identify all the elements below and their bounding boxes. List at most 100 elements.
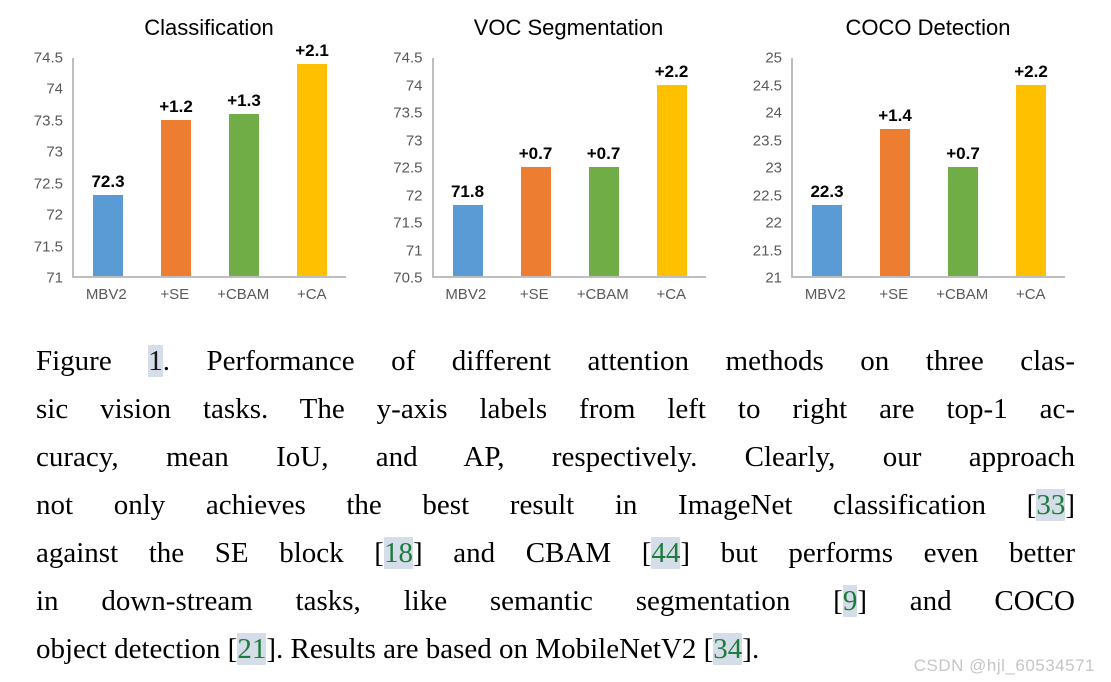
bar-slot: +2.1 (278, 41, 346, 276)
plot-area: 22.3 +1.4 +0.7 +2.2 (791, 58, 1065, 278)
caption-text: sic vision tasks. The y-axis labels from… (36, 393, 1075, 425)
bar (588, 167, 619, 276)
y-tick-label: 24.5 (752, 77, 782, 94)
bar-value-label: +1.2 (159, 97, 193, 117)
citation-link[interactable]: 34 (713, 633, 743, 665)
caption-text: ] and CBAM [ (412, 537, 652, 569)
caption-text: curacy, mean IoU, and AP, respectively. … (36, 441, 1075, 473)
x-tick-label: MBV2 (85, 286, 127, 303)
y-tick-label: 73 (46, 143, 63, 161)
x-tick-label: +CA (656, 286, 687, 303)
chart-plot-wrap: 25 24.5 24 23.5 23 22.5 22 21.5 21 22.3 +1.4 +0.7 +2… (745, 50, 1065, 287)
caption-text: Figure (36, 345, 149, 377)
x-tick-label: MBV2 (804, 286, 846, 303)
x-axis: MBV2 +SE +CBAM +CA (791, 286, 1065, 303)
figure-caption: Figure 1. Performance of different atten… (36, 337, 1075, 673)
bar-value-label: +0.7 (586, 144, 621, 163)
chart-plot-wrap: 74.5 74 73.5 73 72.5 72 71.5 71 70.5 71.8 +0.7 +0.7… (386, 50, 706, 287)
bar-chart: VOC Segmentation 74.5 74 73.5 73 72.5 72 71.5 71… (386, 14, 706, 303)
plot-area: 71.8 +0.7 +0.7 +2.2 (431, 58, 706, 278)
y-tick-label: 73 (405, 132, 423, 149)
y-tick-label: 74 (46, 80, 63, 98)
y-tick-label: 74.5 (33, 49, 63, 67)
citation-link[interactable]: 21 (237, 633, 267, 665)
bar-value-label: +1.3 (227, 91, 261, 111)
bar (452, 205, 483, 276)
caption-text: ] and COCO (857, 585, 1075, 617)
bar-value-label: 71.8 (450, 182, 485, 202)
bar (161, 120, 191, 276)
bar-value-label: +2.2 (654, 62, 689, 82)
bar (948, 167, 978, 276)
bar-value-label: +0.7 (946, 144, 980, 163)
y-tick-label: 23.5 (752, 132, 782, 149)
bar (229, 114, 259, 276)
y-tick-label: 72.5 (33, 175, 63, 193)
bar-slot: +1.4 (861, 58, 929, 276)
caption-text: ]. (742, 633, 760, 665)
bar-slot: +2.2 (638, 58, 706, 276)
bar-slot: +1.2 (142, 58, 210, 276)
y-tick-label: 71 (405, 242, 423, 259)
x-axis: MBV2 +SE +CBAM +CA (72, 286, 346, 303)
bar (1016, 85, 1046, 276)
caption-text: . Performance of different attention met… (162, 345, 1075, 377)
x-tick-label: +CA (296, 286, 327, 303)
y-tick-label: 73.5 (393, 104, 423, 122)
y-tick-label: 22 (765, 214, 782, 232)
y-axis: 74.5 74 73.5 73 72.5 72 71.5 71 70.5 (386, 50, 432, 287)
chart-title: VOC Segmentation (473, 15, 664, 40)
bar (812, 205, 842, 276)
bar-value-label: +0.7 (518, 144, 553, 163)
caption-line: curacy, mean IoU, and AP, respectively. … (36, 433, 1075, 481)
caption-line: object detection [21]. Results are based… (36, 625, 1075, 673)
bar-slot: +2.2 (997, 58, 1065, 276)
citation-link[interactable]: 33 (1036, 489, 1066, 521)
chart-title: COCO Detection (845, 15, 1011, 40)
figure-ref-link[interactable]: 1 (148, 345, 163, 377)
caption-text: ] but performs even better (680, 537, 1075, 569)
x-tick-label: +SE (519, 286, 549, 303)
charts-row: Classification 74.5 74 73.5 73 72.5 72 71.5 71 72… (0, 0, 1111, 303)
caption-text: ]. Results are based on MobileNetV2 [ (266, 633, 714, 665)
caption-line: sic vision tasks. The y-axis labels from… (36, 385, 1075, 433)
bar (656, 85, 687, 276)
bar-value-label: 22.3 (810, 182, 844, 202)
y-tick-label: 24 (765, 104, 782, 122)
bar-value-label: +2.2 (1014, 62, 1048, 82)
chart-title: Classification (144, 15, 274, 40)
bar-value-label: +1.4 (878, 105, 912, 125)
bar-slot: 72.3 (74, 58, 142, 276)
y-tick-label: 71.5 (33, 238, 63, 256)
y-tick-label: 25 (765, 49, 782, 67)
bar (520, 167, 551, 276)
y-tick-label: 72 (46, 206, 63, 224)
x-tick-label: +SE (160, 286, 190, 303)
x-tick-label: +CBAM (576, 286, 629, 303)
bar (93, 195, 123, 276)
bar-slot: +0.7 (570, 58, 638, 276)
y-axis: 25 24.5 24 23.5 23 22.5 22 21.5 21 (745, 50, 791, 287)
bar-chart: Classification 74.5 74 73.5 73 72.5 72 71.5 71 72… (26, 14, 346, 303)
y-tick-label: 23 (765, 159, 782, 177)
citation-link[interactable]: 9 (842, 585, 858, 617)
y-axis: 74.5 74 73.5 73 72.5 72 71.5 71 (26, 50, 72, 287)
watermark: CSDN @hjl_60534571 (913, 656, 1095, 675)
bar-slot: +0.7 (502, 58, 570, 276)
y-tick-label: 72.5 (393, 159, 423, 177)
y-tick-label: 70.5 (393, 269, 423, 287)
x-tick-label: +SE (879, 286, 909, 303)
caption-line: in down-stream tasks, like semantic segm… (36, 577, 1075, 625)
bar-slot: 71.8 (434, 58, 502, 276)
x-tick-label: MBV2 (445, 286, 487, 303)
bar (880, 128, 910, 276)
bar-slot: +1.3 (210, 58, 278, 276)
bar (297, 64, 327, 276)
y-tick-label: 71.5 (393, 214, 423, 232)
bar-value-label: +2.1 (295, 41, 329, 61)
x-tick-label: +CBAM (936, 286, 989, 303)
citation-link[interactable]: 44 (651, 537, 681, 569)
caption-text: object detection [ (36, 633, 238, 665)
citation-link[interactable]: 18 (383, 537, 413, 569)
caption-text: ] (1065, 489, 1075, 521)
